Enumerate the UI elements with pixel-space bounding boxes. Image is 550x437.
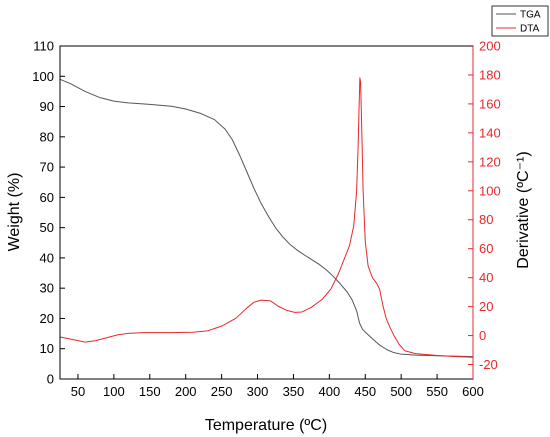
legend: TGA DTA: [491, 5, 549, 37]
x-tick-label: 300: [247, 384, 269, 399]
y-left-tick-label: 100: [32, 69, 54, 84]
y-right-tick-label: 40: [479, 270, 493, 285]
y-right-tick-label: 100: [479, 183, 501, 198]
y-right-tick-label: 180: [479, 67, 501, 82]
y-left-tick-label: 50: [40, 220, 54, 235]
y-left-tick-label: 70: [40, 160, 54, 175]
y-left-axis-title: Weight (%): [6, 173, 23, 252]
y-right-tick-label: 0: [479, 328, 486, 343]
x-tick-label: 250: [211, 384, 233, 399]
x-tick-label: 550: [426, 384, 448, 399]
y-left-tick-label: 20: [40, 311, 54, 326]
x-tick-label: 150: [139, 384, 161, 399]
x-tick-label: 400: [318, 384, 340, 399]
x-tick-label: 600: [462, 384, 484, 399]
y-right-tick-label: 80: [479, 212, 493, 227]
y-right-axis-title: Derivative (ºC⁻¹): [515, 151, 532, 268]
x-axis-title: Temperature (ºC): [205, 417, 327, 434]
y-left-tick-label: 0: [47, 372, 54, 387]
y-left-tick-label: 60: [40, 190, 54, 205]
y-right-tick-label: 20: [479, 299, 493, 314]
y-right-tick-label: 160: [479, 96, 501, 111]
y-left-tick-label: 110: [33, 39, 54, 54]
y-right-tick-label: 60: [479, 241, 493, 256]
y-left-tick-label: 80: [40, 129, 54, 144]
x-tick-label: 450: [354, 384, 376, 399]
y-left-tick-label: 90: [40, 99, 54, 114]
x-tick-label: 100: [103, 384, 125, 399]
series-line-tga: [59, 78, 474, 358]
legend-box: [491, 5, 549, 37]
series-line-dta: [59, 77, 474, 358]
legend-label-dta: DTA: [520, 24, 540, 35]
y-left-tick-label: 10: [40, 341, 54, 356]
legend-label-tga: TGA: [520, 10, 541, 21]
ticks-layer: 50 100 150 200 250 300 350 400 450 500 550 60001020…: [32, 39, 500, 400]
x-tick-label: 350: [283, 384, 305, 399]
x-tick-label: 200: [175, 384, 197, 399]
y-left-tick-label: 40: [40, 250, 54, 265]
y-right-tick-label: 200: [479, 39, 501, 54]
x-tick-label: 50: [71, 384, 85, 399]
y-left-tick-label: 30: [40, 281, 54, 296]
y-right-tick-label: 140: [479, 125, 501, 140]
series-layer: [59, 77, 474, 358]
y-right-tick-label: -20: [479, 357, 498, 372]
y-right-tick-label: 120: [479, 154, 501, 169]
x-tick-label: 500: [390, 384, 412, 399]
